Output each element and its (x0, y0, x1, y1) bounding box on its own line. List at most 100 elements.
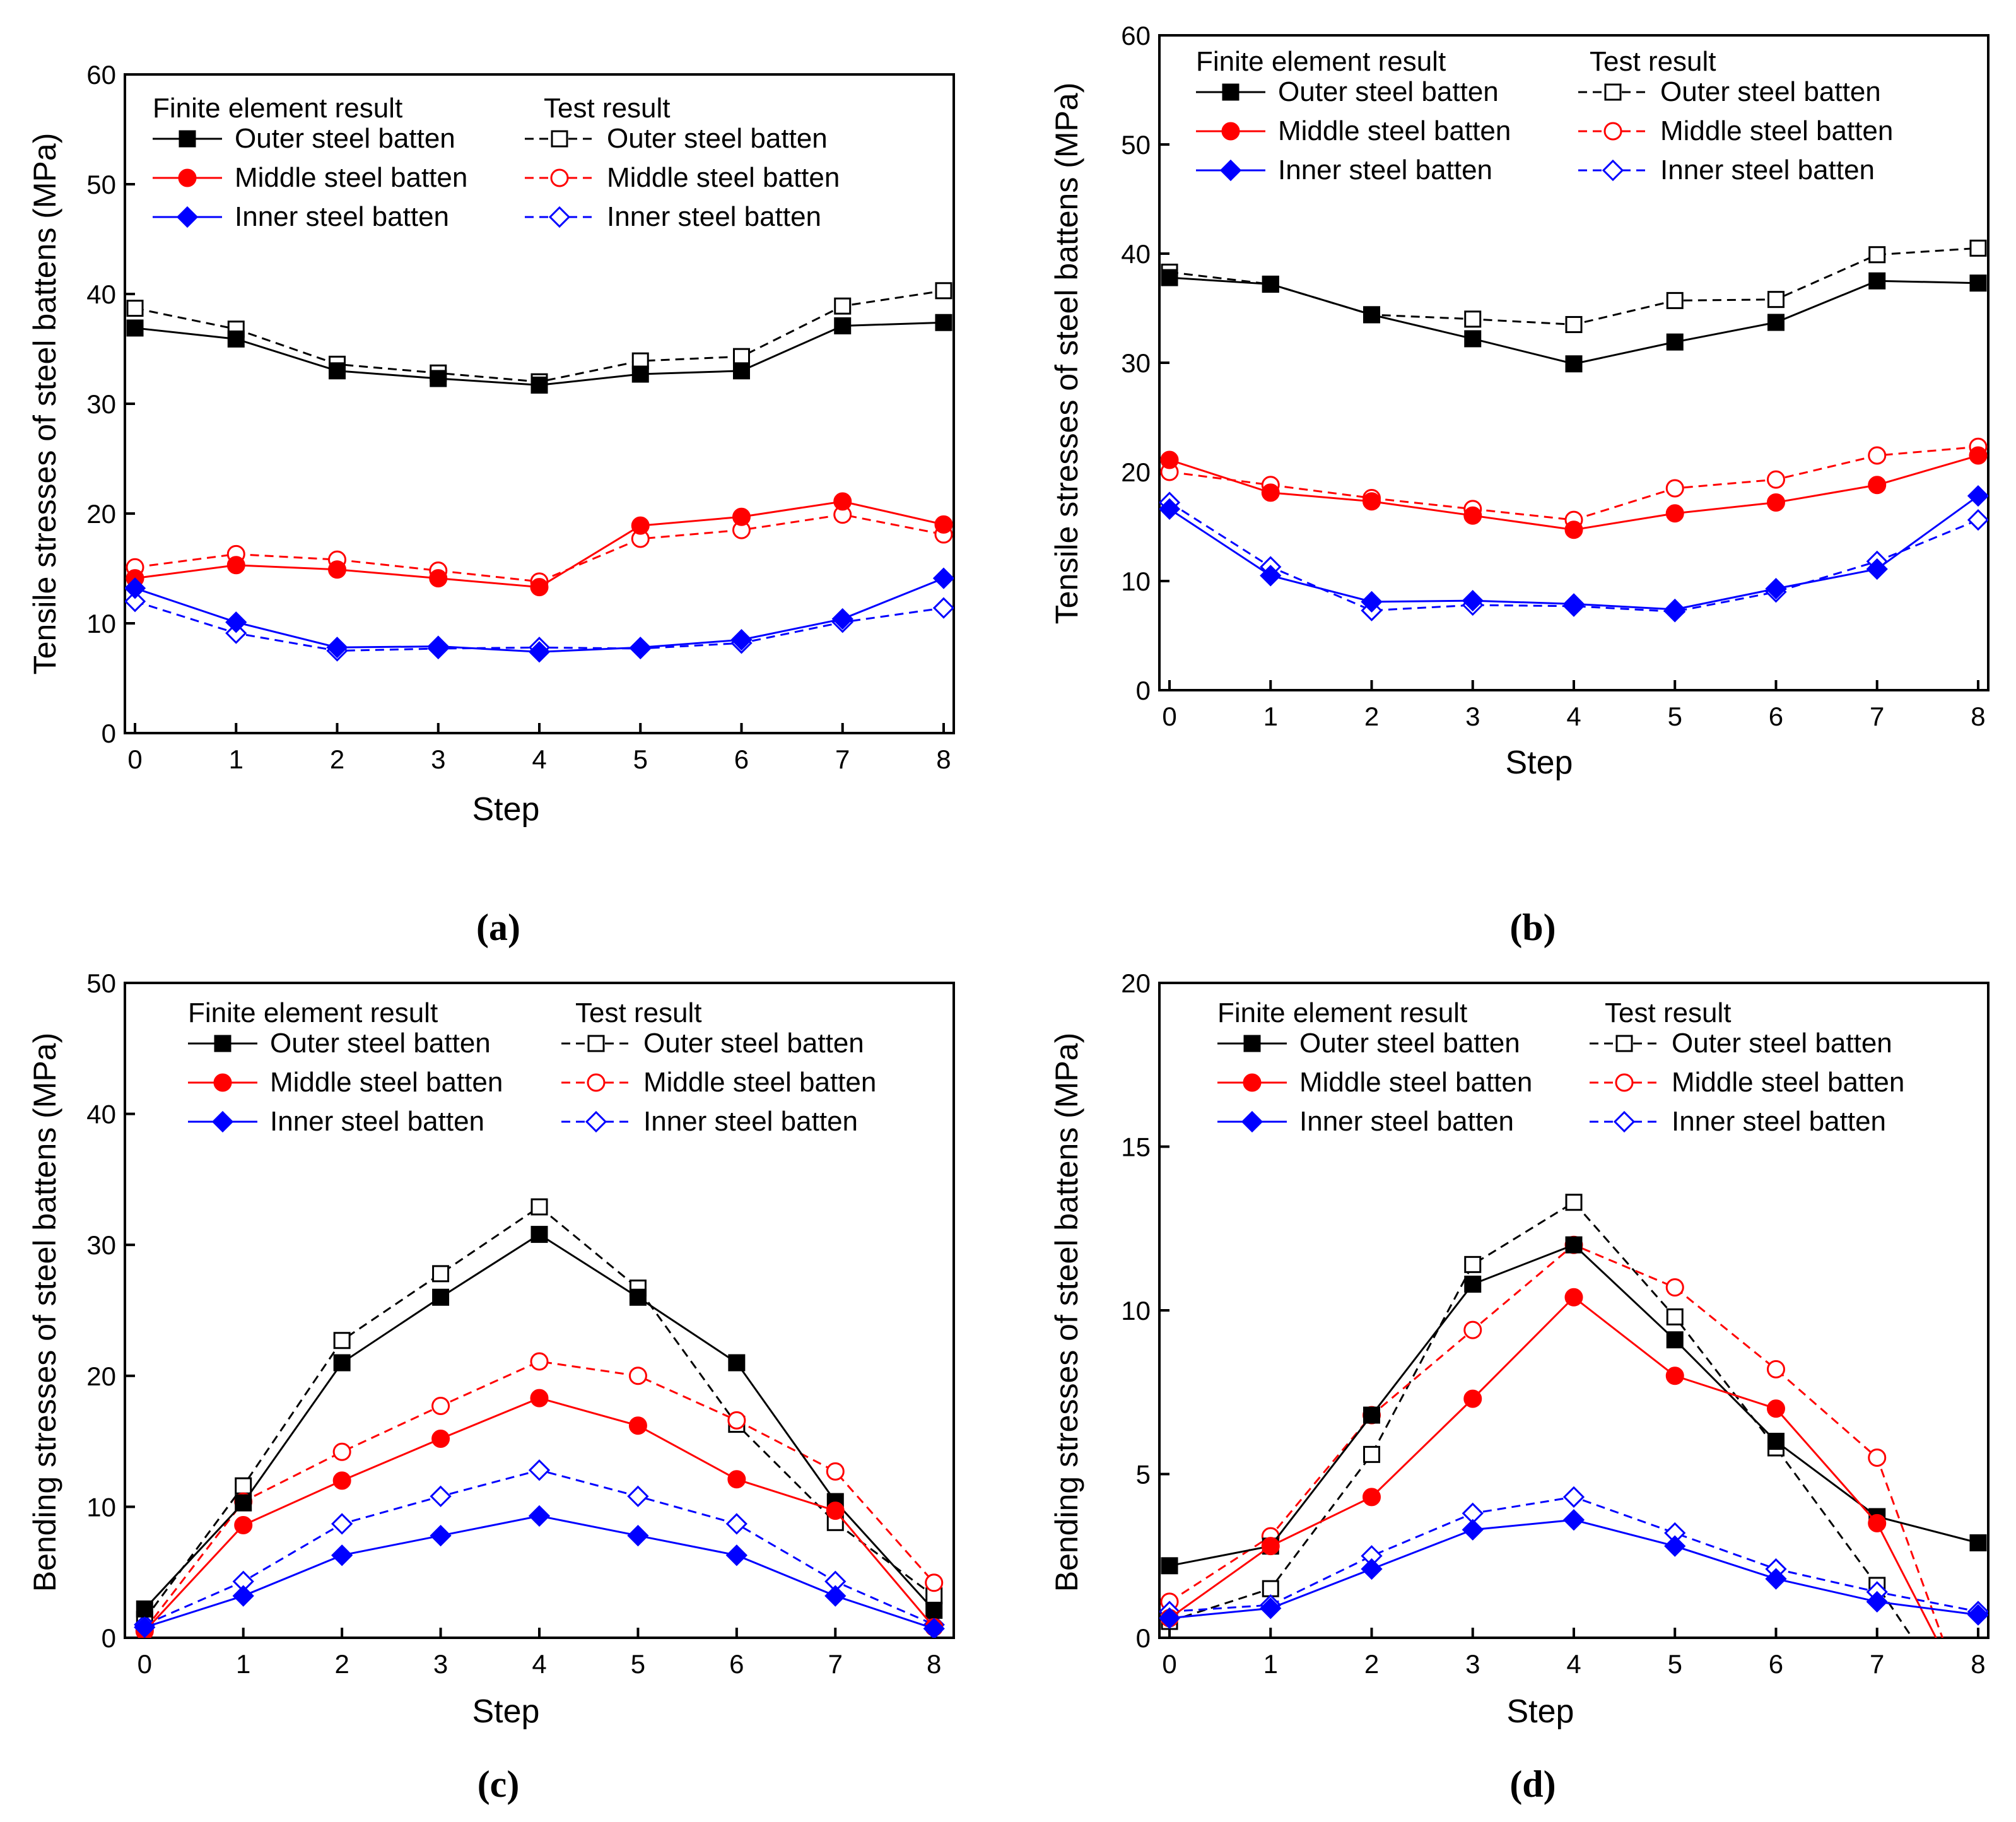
legend: Outer steel batten Middle steel batten Inn… (153, 123, 840, 232)
data-point (934, 515, 953, 534)
data-point (728, 1354, 746, 1372)
data-point (932, 567, 954, 589)
data-point (824, 1585, 847, 1607)
data-point (1866, 1590, 1888, 1613)
data-point (1666, 1331, 1684, 1349)
legend-header-fe: Finite element result (188, 997, 438, 1028)
legend-label: Middle steel batten (1299, 1067, 1532, 1098)
data-point (1767, 291, 1785, 309)
series-layer (1159, 239, 1988, 623)
data-point (1765, 577, 1787, 600)
x-axis-ticks: 0 1 2 3 4 5 6 7 8 (1162, 680, 1986, 731)
y-axis-ticks: 0 10 20 30 40 50 60 (1121, 21, 1169, 705)
data-point (1361, 1558, 1383, 1580)
data-point (1664, 598, 1686, 621)
data-point (1564, 1288, 1583, 1307)
data-point (530, 376, 548, 394)
series-middle-fe (126, 492, 953, 597)
data-point (1868, 446, 1887, 465)
legend-item-middle-fe: Middle steel batten (188, 1067, 503, 1098)
data-point (332, 1442, 351, 1461)
legend-item-inner-test: Inner steel batten (1578, 155, 1875, 185)
legend-item-inner-fe: Inner steel batten (1217, 1106, 1514, 1137)
x-tick-label: 8 (936, 744, 951, 774)
data-point (1767, 1433, 1785, 1450)
data-point (427, 635, 449, 657)
legend-item-middle-test: Middle steel batten (525, 162, 840, 193)
data-point (431, 1429, 450, 1448)
data-point (1766, 1360, 1785, 1378)
legend-label: Middle steel batten (643, 1067, 876, 1098)
y-tick-label: 5 (1136, 1460, 1151, 1490)
legend-item-outer-fe: Outer steel batten (1196, 76, 1499, 107)
chart-panel-a: 0 10 20 30 40 50 60 0 1 2 3 4 5 6 7 8 Tensile stresses… (27, 60, 955, 948)
legend-label: Outer steel batten (1278, 76, 1499, 107)
data-point (430, 1524, 452, 1547)
y-tick-label: 10 (1121, 567, 1151, 596)
data-point (1160, 450, 1179, 469)
data-point (833, 492, 852, 511)
series-layer (125, 282, 954, 663)
legend-label: Inner steel batten (1672, 1106, 1886, 1137)
data-point (1565, 355, 1583, 373)
data-point (1464, 310, 1482, 328)
data-point (631, 365, 649, 383)
series-inner-fe (1159, 1509, 1988, 1629)
y-axis-label: Tensile stresses of steel battens (MPa) (27, 133, 62, 675)
data-point (935, 282, 952, 300)
legend-item-middle-test: Middle steel batten (561, 1067, 876, 1098)
data-point (528, 1459, 551, 1481)
y-tick-label: 20 (86, 1361, 116, 1391)
legend-marker (213, 1073, 232, 1092)
data-point (1363, 306, 1381, 324)
data-point (834, 317, 852, 334)
x-axis-label: Step (472, 1693, 540, 1730)
data-point (528, 641, 551, 663)
legend-item-outer-test: Outer steel batten (1590, 1028, 1892, 1059)
y-tick-label: 20 (1121, 968, 1151, 998)
data-point (225, 622, 247, 644)
x-axis-label: Step (1507, 1693, 1574, 1730)
legend-label: Outer steel batten (1299, 1028, 1520, 1059)
legend-item-outer-test: Outer steel batten (1578, 76, 1881, 107)
series-middle-test (126, 505, 953, 591)
x-tick-label: 7 (1870, 1649, 1884, 1679)
data-point (1766, 493, 1785, 512)
data-point (1361, 591, 1383, 613)
data-point (326, 637, 348, 659)
y-tick-label: 50 (86, 968, 116, 998)
data-point (1161, 1557, 1178, 1575)
series-line (144, 1469, 935, 1626)
y-tick-label: 10 (86, 1492, 116, 1522)
legend-marker (587, 1073, 606, 1092)
data-point (628, 1366, 647, 1385)
data-point (136, 1600, 153, 1618)
legend-label: Middle steel batten (270, 1067, 503, 1098)
legend-marker (587, 1035, 605, 1052)
series-layer (134, 1198, 945, 1638)
data-point (430, 1485, 452, 1507)
legend-label: Outer steel batten (235, 123, 455, 154)
data-point (125, 591, 146, 613)
legend-marker (585, 1110, 607, 1133)
legend-marker (211, 1110, 234, 1133)
legend-marker (1243, 1073, 1262, 1092)
data-point (431, 1397, 450, 1416)
x-tick-label: 4 (1566, 702, 1581, 731)
x-tick-label: 7 (828, 1649, 843, 1679)
data-point (1765, 1568, 1787, 1590)
data-point (1564, 520, 1583, 539)
x-axis-ticks: 0 1 2 3 4 5 6 7 8 (138, 1628, 941, 1679)
x-tick-label: 6 (734, 744, 749, 774)
data-point (1970, 1728, 1986, 1744)
series-inner-fe (125, 567, 954, 663)
data-point (530, 1352, 549, 1371)
legend-header-test: Test result (1590, 46, 1716, 77)
data-point (1363, 1445, 1381, 1463)
data-point (429, 569, 448, 588)
legend-label: Inner steel batten (643, 1106, 858, 1137)
data-point (432, 1288, 450, 1306)
data-point (1463, 1320, 1482, 1339)
data-point (235, 1494, 252, 1512)
y-tick-label: 20 (86, 499, 116, 529)
